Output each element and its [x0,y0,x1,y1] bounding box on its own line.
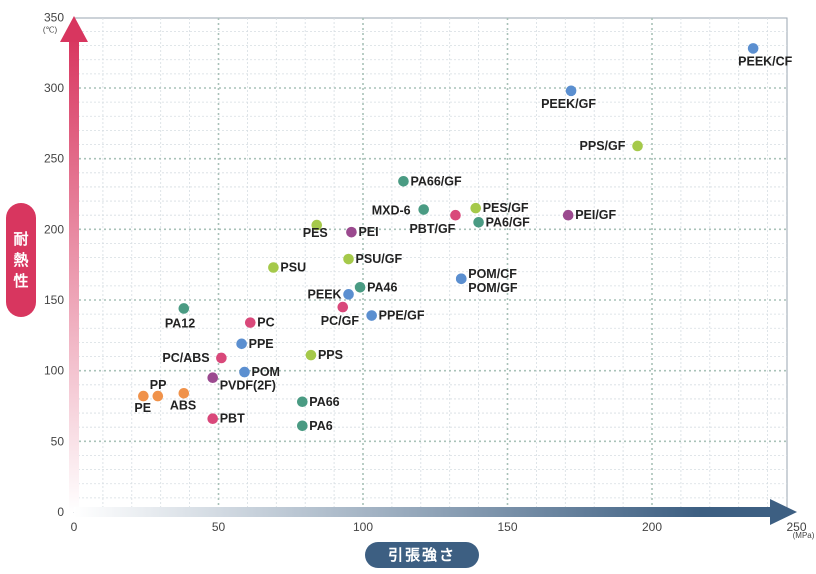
point-label-pc-abs: PC/ABS [162,351,209,365]
point-pom [239,366,250,378]
axis-tick-labels: 0 50 100 150 200 250 300 350 0 50 100 150 200 250 (℃) (… [43,10,815,540]
point-pc-abs [216,352,227,364]
point-mxd-6 [418,204,429,215]
y-unit-label: (℃) [43,25,58,34]
point-label-pbt: PBT [220,412,245,426]
point-label-psu-gf: PSU/GF [356,252,403,266]
point-pa66-gf [398,175,409,187]
point-label-abs: ABS [170,398,196,412]
point-pe [138,390,149,402]
point-label-pc: PC [257,316,274,330]
point-ppe [236,338,247,350]
point-ppe-gf [366,310,377,321]
point-pa66 [297,396,308,408]
y-tick-label: 350 [44,10,64,24]
y-tick-label: 200 [44,222,64,236]
y-tick-label: 100 [44,364,64,378]
point-pei-gf [562,209,574,221]
point-label-pps: PPS [318,348,343,362]
point-label-mxd-6: MXD-6 [372,204,411,218]
y-axis-char-2: 熱 [13,250,29,269]
point-pps-gf [632,140,643,152]
x-axis-arrow-icon [770,499,797,525]
point-pbt [207,413,219,425]
y-tick-label: 250 [44,152,64,166]
y-axis-char-3: 性 [13,271,29,290]
y-axis-char-1: 耐 [13,229,29,248]
grid-lines [73,17,788,513]
y-axis-arrow-icon [60,16,88,42]
point-label-pa46: PA46 [367,280,397,294]
point-label-pc-gf: PC/GF [321,314,360,328]
y-tick-label: 0 [57,505,64,519]
point-label-pa66-gf: PA66/GF [410,174,462,188]
point-label-psu: PSU [280,260,306,274]
point-label-pes-gf: PES/GF [483,201,529,215]
x-axis-title: 引張強さ [365,542,479,568]
axes [60,16,797,525]
point-label-pom-gf: POM/GF [468,281,518,295]
plot-frame [73,17,788,513]
x-tick-label: 0 [71,520,78,534]
point-label-pe: PE [134,401,151,415]
point-label-pa6: PA6 [309,419,332,433]
point-label-pom-cf: POM/CF [468,267,517,281]
point-label-pom: POM [252,365,280,379]
point-peek-cf [747,43,759,54]
x-axis-bar-end [700,507,771,517]
point-pei [346,226,357,238]
x-tick-label: 150 [497,520,517,534]
point-pa6 [297,420,308,432]
x-tick-label: 250 [786,520,806,534]
y-tick-label: 50 [51,434,65,448]
point-label-pa12: PA12 [165,316,195,330]
data-points: PEEK/CF PEEK/GF PPS/GF PA66/GF MXD-6 PES/GF PB… [134,43,793,433]
x-tick-label: 100 [353,520,373,534]
point-peek [343,289,354,300]
point-abs [178,387,190,399]
y-tick-label: 150 [44,293,64,307]
y-axis-bar [69,36,79,512]
point-pbt-gf [450,209,461,221]
point-label-pbt-gf: PBT/GF [409,222,455,236]
x-axis-bar [74,507,700,517]
point-label-peek-cf: PEEK/CF [738,54,793,68]
y-tick-label: 300 [44,81,64,95]
point-label-ppe-gf: PPE/GF [379,309,425,323]
point-pc [244,317,256,328]
y-axis-title: 耐 熱 性 [6,203,36,317]
point-psu-gf [343,253,354,265]
x-tick-label: 200 [642,520,662,534]
point-label-pp: PP [150,378,167,392]
point-label-pes: PES [303,226,328,240]
point-pa46 [354,281,366,293]
point-label-pa66: PA66 [309,395,339,409]
x-tick-label: 50 [212,520,226,534]
point-pes [311,219,323,231]
point-pes-gf [470,202,482,214]
point-pa6-gf [473,216,484,228]
point-pp [152,390,164,402]
point-label-peek-gf: PEEK/GF [541,97,596,111]
x-unit-label: (MPa) [793,531,815,540]
point-label-pei: PEI [358,225,378,239]
point-label-ppe: PPE [249,337,274,351]
point-label-pa6-gf: PA6/GF [486,215,531,229]
point-label-peek: PEEK [308,287,342,301]
point-pom-gf [455,273,467,285]
point-pvdf-2f [207,372,219,384]
point-label-pei-gf: PEI/GF [575,208,616,222]
point-pa12 [178,303,190,314]
point-peek-gf [565,85,577,97]
point-pps [305,349,317,361]
point-psu [268,262,279,273]
point-pc-gf [337,301,349,313]
point-label-pvdf-2f: PVDF(2F) [220,379,276,393]
point-label-pps-gf: PPS/GF [580,139,626,153]
